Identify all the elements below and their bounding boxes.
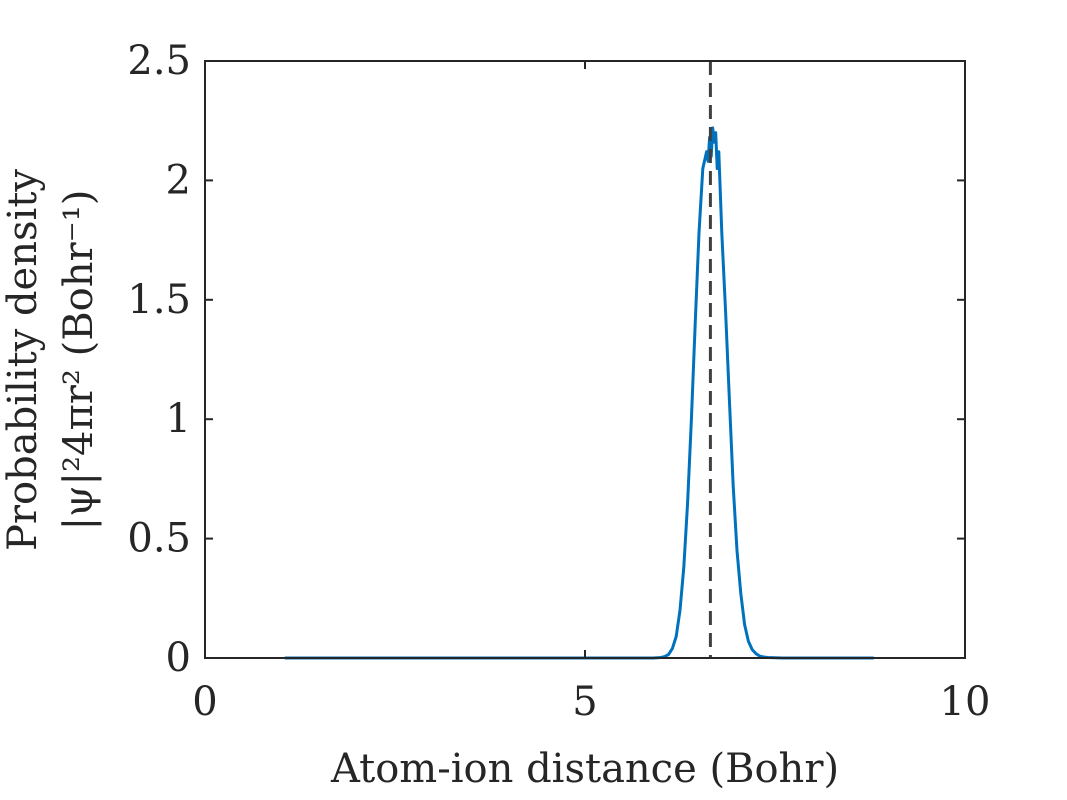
data-layer bbox=[284, 61, 874, 660]
y-tick-label: 0 bbox=[166, 635, 191, 681]
ticks-layer bbox=[204, 60, 966, 659]
y-axis-title-line1: Probability density bbox=[0, 169, 46, 551]
x-tick-label: 5 bbox=[572, 679, 597, 725]
series-line-0 bbox=[284, 126, 874, 660]
y-tick-label: 0.5 bbox=[127, 516, 191, 562]
x-axis-title: Atom-ion distance (Bohr) bbox=[330, 746, 839, 792]
y-axis-title-line2: |ψ|²4πr² (Bohr⁻¹) bbox=[56, 190, 102, 531]
plot-area bbox=[205, 61, 965, 658]
y-tick-label: 1.5 bbox=[127, 277, 191, 323]
labels-layer: 0 5 10 0 0.5 1 1.5 2 2.5 bbox=[127, 38, 990, 725]
axes-box bbox=[204, 60, 966, 659]
y-tick-label: 1 bbox=[166, 396, 191, 442]
x-tick-label: 10 bbox=[940, 679, 991, 725]
x-tick-label: 0 bbox=[192, 679, 217, 725]
y-tick-label: 2 bbox=[166, 157, 191, 203]
y-tick-label: 2.5 bbox=[127, 38, 191, 84]
